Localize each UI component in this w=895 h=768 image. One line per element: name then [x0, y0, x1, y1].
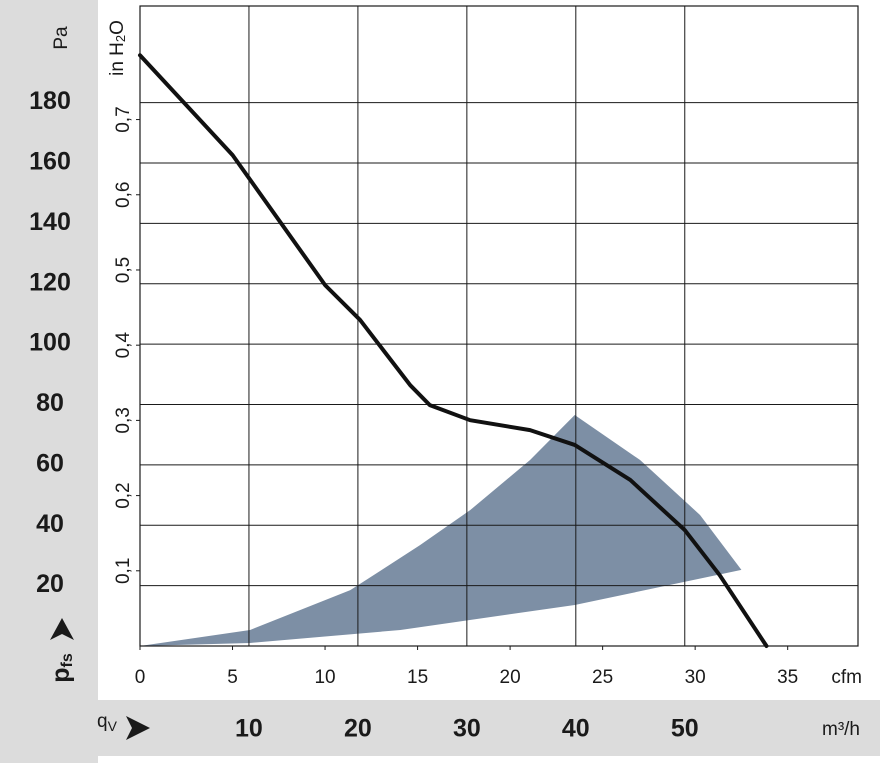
y-tick-label: 20 — [36, 570, 64, 598]
x2-tick-label: 5 — [227, 667, 238, 688]
y2-axis-label: in H2O — [107, 20, 128, 76]
y-tick-label: 180 — [29, 87, 71, 115]
y2-tick-label: 0,7 — [113, 106, 134, 132]
fan-curve — [138, 53, 769, 648]
y-tick-label: 140 — [29, 208, 71, 236]
y2-label-a: in H — [107, 42, 128, 76]
y-tick-label: 60 — [36, 449, 64, 477]
y2-label-sub: 2 — [113, 35, 128, 42]
x2-tick-label: 30 — [685, 667, 706, 688]
x2-tick-label: 10 — [314, 667, 335, 688]
x-tick-label: 10 — [235, 715, 263, 743]
x2-tick-label: 35 — [777, 667, 798, 688]
y2-tick-label: 0,6 — [113, 182, 134, 208]
x2-tick-label: 25 — [592, 667, 613, 688]
x-axis-label: qV — [97, 711, 118, 734]
x-label-main: q — [97, 711, 108, 732]
y-arrow — [50, 618, 74, 640]
y2-tick-label: 0,1 — [113, 558, 134, 584]
x-tick-label: 20 — [344, 715, 372, 743]
y-axis-unit: Pa — [51, 26, 72, 50]
y-tick-label: 120 — [29, 268, 71, 296]
y-label-main: p — [47, 667, 75, 682]
x-tick-label: 30 — [453, 715, 481, 743]
y2-tick-label: 0,4 — [113, 332, 134, 359]
plot-area — [138, 5, 859, 648]
y2-tick-label: 0,2 — [113, 482, 134, 508]
x-tick-label: 50 — [671, 715, 699, 743]
x-label-sub: V — [108, 718, 118, 734]
x2-axis-unit: cfm — [831, 667, 862, 688]
x2-tick-label: 15 — [407, 667, 428, 688]
x2-tick-label: 20 — [500, 667, 521, 688]
y-tick-label: 100 — [29, 329, 71, 357]
y-label-sub: fs — [59, 653, 76, 667]
x2-tick-label: 0 — [135, 667, 146, 688]
y2-tick-label: 0,3 — [113, 407, 134, 433]
y2-label-b: O — [107, 20, 128, 35]
y-tick-label: 40 — [36, 510, 64, 538]
y-axis-label: pfs — [47, 653, 77, 683]
x-tick-label: 40 — [562, 715, 590, 743]
y-tick-label: 80 — [36, 389, 64, 417]
y-tick-label: 160 — [29, 148, 71, 176]
y2-tick-label: 0,5 — [113, 257, 134, 283]
x-axis-unit: m³/h — [822, 719, 860, 740]
operating-region — [140, 415, 742, 646]
x-arrow — [126, 716, 150, 740]
left-panel — [0, 0, 98, 763]
